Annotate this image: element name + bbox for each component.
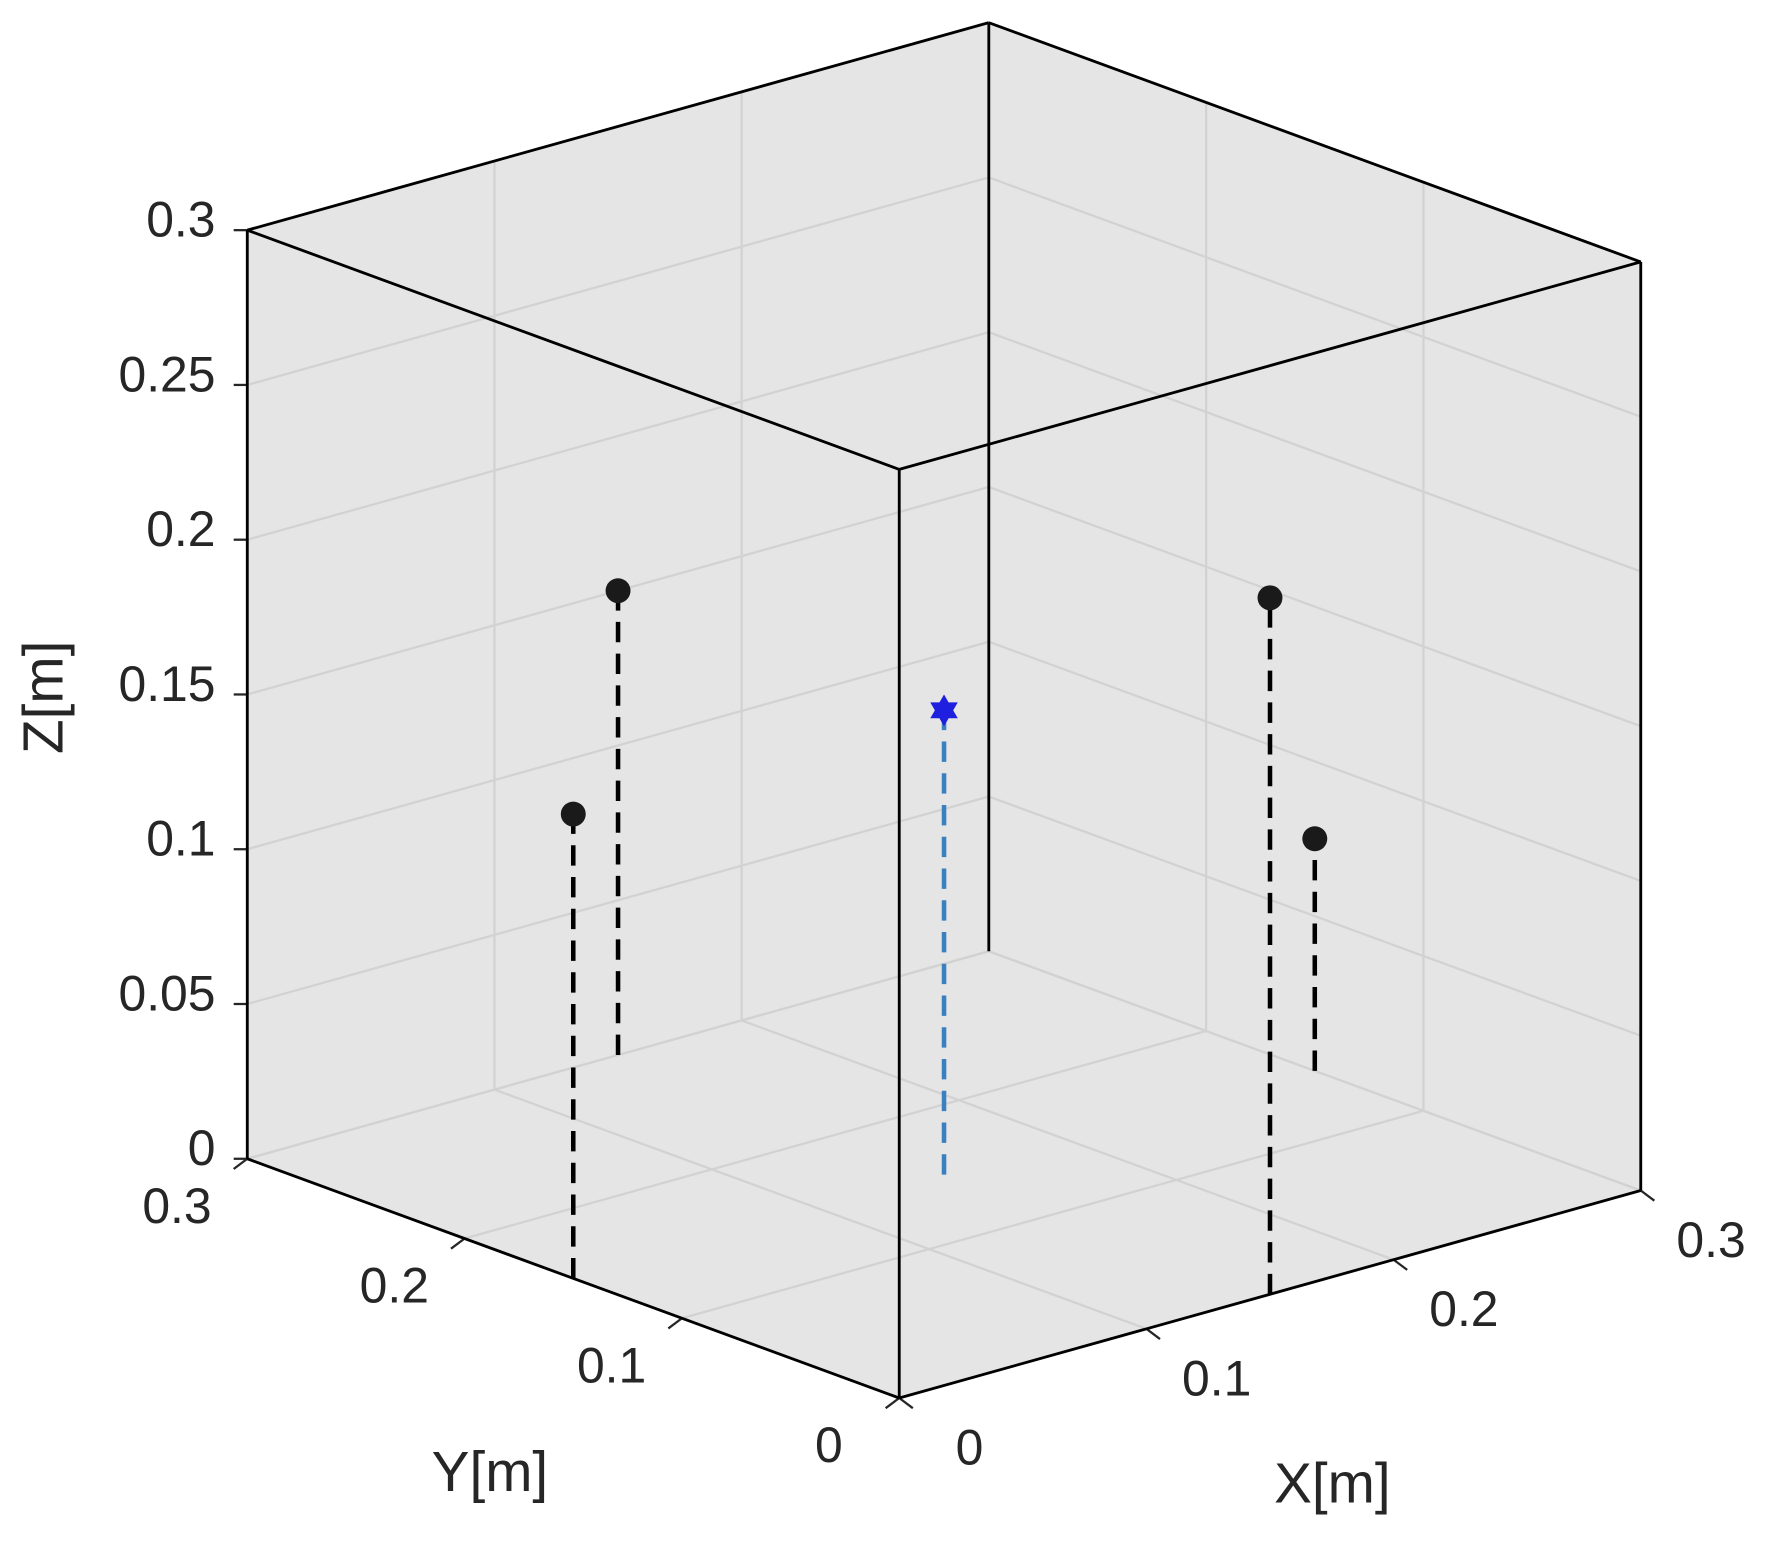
grid-line bbox=[246, 176, 990, 387]
box-edge bbox=[246, 21, 990, 232]
box-edge bbox=[988, 21, 1642, 264]
point-marker bbox=[1257, 585, 1283, 611]
grid-line bbox=[988, 485, 1642, 728]
grid-line bbox=[246, 795, 990, 1006]
x-tick-label: 0.3 bbox=[1676, 1212, 1745, 1268]
y-tick-label: 0.2 bbox=[360, 1258, 429, 1314]
x-tick bbox=[1640, 1189, 1656, 1202]
z-tick-label: 0.2 bbox=[146, 501, 215, 557]
y-tick bbox=[450, 1237, 466, 1250]
y-tick-label: 0.3 bbox=[142, 1178, 211, 1234]
z-tick-label: 0.3 bbox=[146, 192, 215, 248]
y-tick-label: 0.1 bbox=[577, 1337, 646, 1393]
grid-line bbox=[494, 1088, 1147, 1330]
grid-line bbox=[988, 950, 1642, 1192]
z-tick-label: 0.15 bbox=[118, 656, 215, 712]
z-tick-label: 0.05 bbox=[118, 965, 215, 1021]
y-axis-label: Y[m] bbox=[432, 1441, 549, 1504]
x-tick-label: 0.2 bbox=[1429, 1281, 1498, 1337]
x-tick bbox=[1392, 1258, 1408, 1271]
y-tick bbox=[884, 1397, 900, 1410]
y-tick bbox=[233, 1157, 248, 1170]
star-marker bbox=[930, 694, 958, 727]
grid-line bbox=[246, 331, 990, 541]
z-axis-label: Z[m] bbox=[13, 641, 76, 754]
y-tick bbox=[667, 1317, 683, 1330]
point-marker bbox=[605, 578, 631, 604]
box-edge bbox=[246, 228, 900, 471]
grid-line bbox=[988, 795, 1642, 1037]
grid-line bbox=[988, 176, 1642, 418]
x-tick bbox=[1145, 1327, 1161, 1340]
z-tick-label: 0.25 bbox=[118, 346, 215, 402]
z-tick-label: 0.1 bbox=[146, 811, 215, 867]
grid-line bbox=[246, 640, 990, 851]
grid-line bbox=[464, 1029, 1207, 1240]
grid-line bbox=[681, 1109, 1424, 1320]
grid-line bbox=[988, 640, 1642, 883]
y-tick-label: 0 bbox=[815, 1417, 843, 1473]
grid-line bbox=[741, 1019, 1394, 1261]
x-axis-label: X[m] bbox=[1274, 1453, 1391, 1516]
x-tick-label: 0.1 bbox=[1182, 1350, 1251, 1406]
z-tick-label: 0 bbox=[188, 1120, 216, 1176]
grid-line bbox=[988, 331, 1642, 573]
x-tick bbox=[898, 1397, 914, 1410]
point-marker bbox=[560, 801, 586, 827]
x-tick-label: 0 bbox=[956, 1419, 984, 1475]
point-marker bbox=[1302, 826, 1328, 852]
box-edge bbox=[898, 260, 1642, 471]
